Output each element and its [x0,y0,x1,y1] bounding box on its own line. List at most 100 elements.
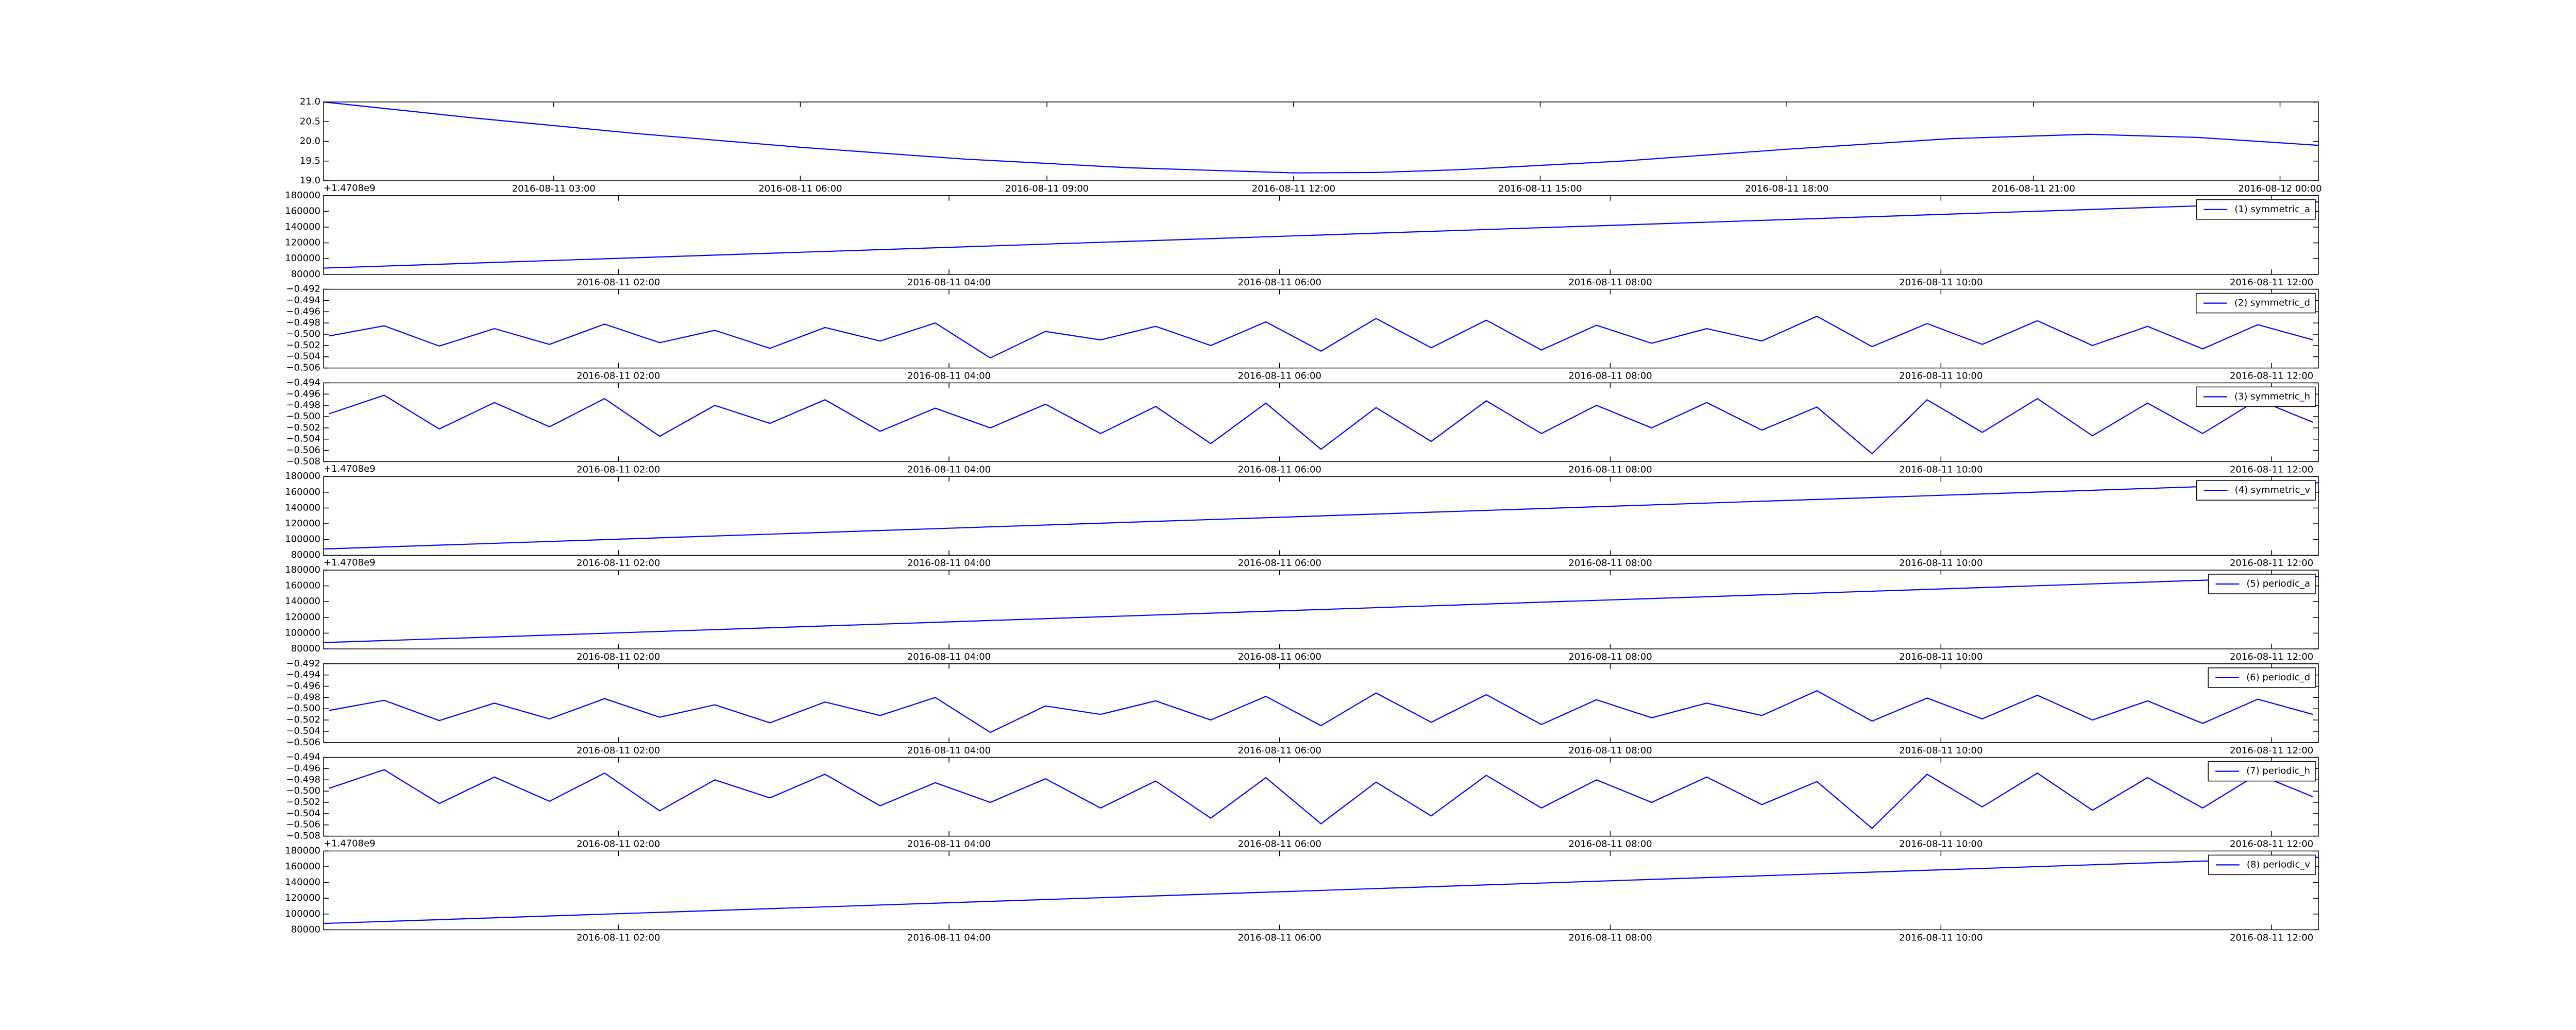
legend: (5) periodic_a [2208,574,2316,594]
y-tick-label: −0.502 [286,422,320,433]
y-tick-label: −0.496 [286,388,320,399]
x-tick-label: 2016-08-11 06:00 [1238,371,1321,382]
y-tick-label: 180000 [285,845,320,856]
y-tick-label: 21.0 [300,96,320,107]
y-tick-label: −0.500 [286,785,320,796]
plot-frame [323,195,2319,275]
y-tick-label: −0.494 [286,377,320,388]
y-tick-label: 20.0 [300,136,320,147]
x-tick-label: 2016-08-11 08:00 [1568,371,1652,382]
y-tick-label: −0.504 [286,351,320,362]
x-tick-label: 2016-08-11 15:00 [1498,183,1582,194]
y-tick-label: −0.496 [286,681,320,692]
x-tick-label: 2016-08-11 10:00 [1899,558,1982,569]
plot-frame [323,101,2319,181]
x-tick-label: 2016-08-11 12:00 [2230,932,2313,943]
x-tick-label: 2016-08-11 04:00 [907,371,991,382]
y-tick-label: 19.0 [300,175,320,186]
y-tick-label: 120000 [285,518,320,529]
plot-frame [323,570,2319,649]
subplot: −0.506−0.504−0.502−0.500−0.498−0.496−0.4… [286,658,2319,756]
x-tick-label: 2016-08-11 10:00 [1899,277,1982,288]
x-tick-label: 2016-08-11 04:00 [907,277,991,288]
y-tick-label: 100000 [285,253,320,264]
data-line [329,315,2313,359]
x-tick-label: 2016-08-11 06:00 [1238,651,1321,662]
y-tick-label: 160000 [285,580,320,591]
data-line [323,576,2319,643]
y-tick-label: −0.504 [286,434,320,444]
legend-label: (7) periodic_h [2246,766,2310,777]
legend-label: (4) symmetric_v [2235,485,2311,495]
plot-area [324,663,2318,743]
x-tick-label: 2016-08-11 08:00 [1568,932,1652,943]
x-tick-label: 2016-08-11 04:00 [907,745,991,756]
x-tick-label: 2016-08-11 06:00 [1238,839,1321,850]
x-tick-label: 2016-08-11 04:00 [907,932,991,943]
legend: (1) symmetric_a [2196,199,2316,220]
x-tick-label: 2016-08-11 02:00 [577,839,660,850]
subplot: 80000 100000 120000 140000 160000 180000 2016-… [285,183,2319,288]
subplot: 80000 100000 120000 140000 160000 180000 2016-… [285,464,2319,569]
y-tick-label: −0.494 [286,752,320,763]
x-tick-label: 2016-08-11 02:00 [577,932,660,943]
axis-offset-label: +1.4708e9 [324,183,376,194]
plot-area [324,289,2318,368]
x-tick-label: 2016-08-11 12:00 [2230,277,2313,288]
plot-frame [323,476,2319,556]
y-tick-label: −0.506 [286,445,320,456]
x-tick-label: 2016-08-11 08:00 [1568,745,1652,756]
y-tick-label: 120000 [285,612,320,623]
y-tick-label: 80000 [291,643,320,654]
y-tick-label: 19.5 [300,156,320,166]
x-tick-label: 2016-08-11 02:00 [577,464,660,475]
y-tick-label: 20.5 [300,116,320,127]
y-tick-label: −0.496 [286,306,320,317]
y-tick-label: 120000 [285,237,320,248]
x-tick-label: 2016-08-11 10:00 [1899,651,1982,662]
x-tick-label: 2016-08-12 00:00 [2238,183,2321,194]
axis-offset-label: +1.4708e9 [324,464,376,474]
y-tick-label: −0.502 [286,714,320,725]
y-tick-label: 160000 [285,861,320,872]
x-tick-label: 2016-08-11 06:00 [1238,277,1321,288]
x-tick-label: 2016-08-11 12:00 [2230,558,2313,569]
x-tick-label: 2016-08-11 04:00 [907,558,991,569]
y-tick-label: 180000 [285,471,320,482]
legend: (3) symmetric_h [2196,386,2316,407]
y-tick-label: −0.496 [286,763,320,774]
x-tick-label: 2016-08-11 06:00 [1238,932,1321,943]
y-tick-label: −0.498 [286,400,320,410]
x-tick-label: 2016-08-11 06:00 [758,183,842,194]
y-tick-label: −0.492 [286,284,320,295]
y-tick-label: −0.492 [286,658,320,669]
x-tick-label: 2016-08-11 18:00 [1745,183,1828,194]
plot-frame [323,382,2319,462]
subplot: −0.506−0.504−0.502−0.500−0.498−0.496−0.4… [286,284,2319,382]
y-tick-label: 120000 [285,892,320,903]
data-line [323,482,2319,550]
data-line [329,690,2313,733]
subplot: 19.0 19.5 20.0 20.5 21.0 2016-08-11 03:00 2016… [300,96,2322,194]
x-tick-label: 2016-08-11 02:00 [577,745,660,756]
x-tick-label: 2016-08-11 04:00 [907,651,991,662]
x-tick-label: 2016-08-11 10:00 [1899,839,1982,850]
y-tick-label: −0.498 [286,317,320,328]
y-tick-label: 100000 [285,534,320,545]
y-tick-label: −0.506 [286,819,320,830]
data-line [323,101,2319,174]
subplot: −0.508−0.506−0.504−0.502−0.500−0.498−0.4… [286,752,2319,850]
x-tick-label: 2016-08-11 08:00 [1568,464,1652,475]
x-tick-label: 2016-08-11 06:00 [1238,464,1321,475]
subplot: 80000 100000 120000 140000 160000 180000 2016-… [285,557,2319,662]
legend-label: (3) symmetric_h [2234,391,2310,402]
y-tick-label: −0.508 [286,831,320,842]
legend: (4) symmetric_v [2196,480,2316,501]
plot-frame [323,757,2319,837]
legend-label: (2) symmetric_d [2234,298,2310,308]
x-tick-label: 2016-08-11 09:00 [1005,183,1089,194]
y-tick-label: −0.500 [286,411,320,422]
x-tick-label: 2016-08-11 12:00 [2230,651,2313,662]
legend-label: (6) periodic_d [2246,672,2310,683]
